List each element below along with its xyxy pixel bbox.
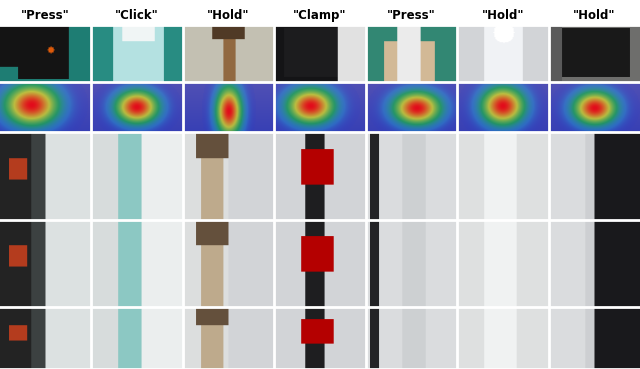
Text: "Clamp": "Clamp" — [293, 8, 347, 21]
Text: "Click": "Click" — [115, 8, 159, 21]
Text: "Press": "Press" — [21, 8, 70, 21]
Text: "Hold": "Hold" — [482, 8, 524, 21]
Text: "Hold": "Hold" — [207, 8, 250, 21]
Text: "Press": "Press" — [387, 8, 436, 21]
Text: "Hold": "Hold" — [573, 8, 616, 21]
